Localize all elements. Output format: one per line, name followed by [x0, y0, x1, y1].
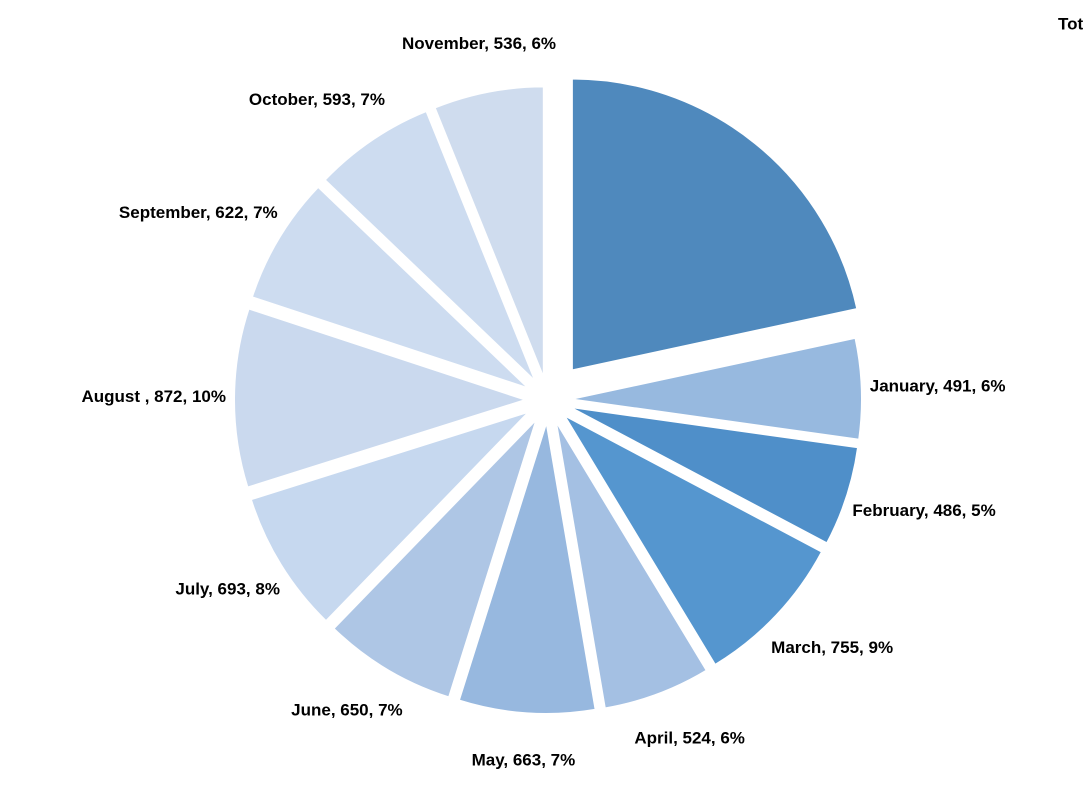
- data-label: January, 491, 6%: [870, 376, 1006, 395]
- pie-slice: [249, 410, 530, 623]
- pie-slice: [561, 412, 824, 667]
- pie-slice: [233, 307, 530, 489]
- data-label: February, 486, 5%: [852, 501, 995, 520]
- pie-slice: [568, 405, 860, 545]
- pie-slice: [323, 109, 537, 383]
- pie-slice: [332, 418, 538, 699]
- pie-slice: [250, 185, 530, 390]
- pie-slice: [457, 421, 597, 715]
- data-label: Tot: [1058, 14, 1084, 33]
- pie-slice: [554, 420, 709, 710]
- data-label: April, 524, 6%: [634, 729, 745, 748]
- data-label: November, 536, 6%: [402, 34, 556, 53]
- data-label: July, 693, 8%: [175, 580, 280, 599]
- data-label: June, 650, 7%: [291, 700, 403, 719]
- data-label: May, 663, 7%: [472, 751, 576, 770]
- data-label: March, 755, 9%: [771, 638, 893, 657]
- pie-slice: [570, 77, 859, 372]
- data-label: August , 872, 10%: [81, 387, 226, 406]
- pie-slice: [433, 85, 545, 379]
- pie-slice: [569, 336, 863, 441]
- data-label: October, 593, 7%: [249, 90, 385, 109]
- data-label: September, 622, 7%: [119, 203, 278, 222]
